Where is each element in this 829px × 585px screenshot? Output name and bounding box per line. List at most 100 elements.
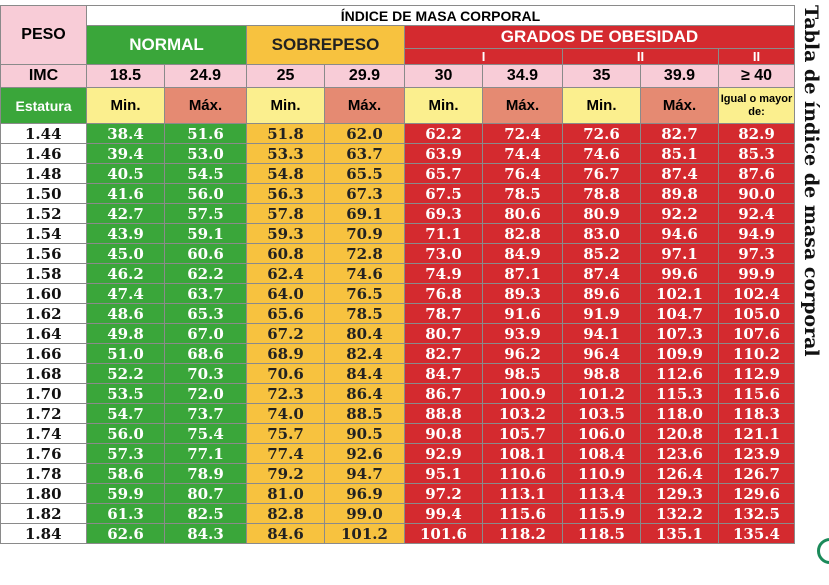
weight-cell: 132.5 — [718, 503, 795, 524]
weight-cell: 89.3 — [482, 283, 563, 304]
imc-value: 34.9 — [482, 64, 563, 88]
weight-cell: 94.1 — [562, 323, 641, 344]
weight-cell: 71.1 — [404, 223, 483, 244]
min-header: Min. — [404, 87, 483, 124]
table-row: 1.46 39.4 53.0 53.3 63.7 63.9 74.4 74.6 85.1 85.3 — [0, 143, 795, 164]
normal-header: NORMAL — [86, 25, 247, 65]
weight-cell: 77.4 — [246, 443, 325, 464]
table-row: 1.60 47.4 63.7 64.0 76.5 76.8 89.3 89.6 102.1 102… — [0, 283, 795, 304]
weight-cell: 56.0 — [86, 423, 165, 444]
weight-cell: 91.9 — [562, 303, 641, 324]
weight-cell: 94.9 — [718, 223, 795, 244]
weight-cell: 73.7 — [164, 403, 247, 424]
table-row: 1.78 58.6 78.9 79.2 94.7 95.1 110.6 110.9 126.4 1… — [0, 463, 795, 484]
weight-cell: 77.1 — [164, 443, 247, 464]
estatura-cell: 1.68 — [0, 363, 87, 384]
weight-cell: 62.0 — [324, 123, 405, 144]
weight-cell: 121.1 — [718, 423, 795, 444]
weight-cell: 61.3 — [86, 503, 165, 524]
weight-cell: 82.9 — [718, 123, 795, 144]
weight-cell: 64.0 — [246, 283, 325, 304]
weight-cell: 67.0 — [164, 323, 247, 344]
weight-cell: 40.5 — [86, 163, 165, 184]
weight-cell: 58.6 — [86, 463, 165, 484]
weight-cell: 73.0 — [404, 243, 483, 264]
weight-cell: 118.0 — [640, 403, 719, 424]
weight-cell: 88.5 — [324, 403, 405, 424]
weight-cell: 51.6 — [164, 123, 247, 144]
weight-cell: 79.2 — [246, 463, 325, 484]
weight-cell: 118.2 — [482, 523, 563, 544]
weight-cell: 82.8 — [482, 223, 563, 244]
min-header: Min. — [246, 87, 325, 124]
weight-cell: 91.6 — [482, 303, 563, 324]
weight-cell: 105.7 — [482, 423, 563, 444]
weight-cell: 69.1 — [324, 203, 405, 224]
table-row: 1.64 49.8 67.0 67.2 80.4 80.7 93.9 94.1 107.3 107… — [0, 323, 795, 344]
weight-cell: 96.4 — [562, 343, 641, 364]
estatura-cell: 1.80 — [0, 483, 87, 504]
table-row: 1.48 40.5 54.5 54.8 65.5 65.7 76.4 76.7 87.4 87.6 — [0, 163, 795, 184]
table-row: 1.44 38.4 51.6 51.8 62.0 62.2 72.4 72.6 82.7 82.9 — [0, 123, 795, 144]
weight-cell: 67.2 — [246, 323, 325, 344]
weight-cell: 53.0 — [164, 143, 247, 164]
weight-cell: 72.0 — [164, 383, 247, 404]
estatura-cell: 1.76 — [0, 443, 87, 464]
bmi-table: PESO ÍNDICE DE MASA CORPORAL NORMAL SOBR… — [0, 5, 795, 544]
weight-cell: 70.3 — [164, 363, 247, 384]
weight-cell: 78.7 — [404, 303, 483, 324]
imc-label: IMC — [0, 64, 87, 88]
weight-cell: 72.6 — [562, 123, 641, 144]
weight-cell: 65.3 — [164, 303, 247, 324]
weight-cell: 129.3 — [640, 483, 719, 504]
logo-icon — [817, 538, 829, 564]
weight-cell: 94.6 — [640, 223, 719, 244]
weight-cell: 82.4 — [324, 343, 405, 364]
table-row: 1.50 41.6 56.0 56.3 67.3 67.5 78.5 78.8 89.8 90.0 — [0, 183, 795, 204]
weight-cell: 115.6 — [718, 383, 795, 404]
weight-cell: 75.7 — [246, 423, 325, 444]
weight-cell: 92.6 — [324, 443, 405, 464]
estatura-header: Estatura — [0, 87, 87, 124]
weight-cell: 56.3 — [246, 183, 325, 204]
weight-cell: 101.2 — [324, 523, 405, 544]
weight-cell: 110.6 — [482, 463, 563, 484]
weight-cell: 76.5 — [324, 283, 405, 304]
weight-cell: 92.9 — [404, 443, 483, 464]
estatura-cell: 1.78 — [0, 463, 87, 484]
weight-cell: 103.5 — [562, 403, 641, 424]
weight-cell: 115.9 — [562, 503, 641, 524]
weight-cell: 74.6 — [324, 263, 405, 284]
weight-cell: 49.8 — [86, 323, 165, 344]
weight-cell: 109.9 — [640, 343, 719, 364]
weight-cell: 82.5 — [164, 503, 247, 524]
estatura-cell: 1.46 — [0, 143, 87, 164]
weight-cell: 80.4 — [324, 323, 405, 344]
table-row: 1.58 46.2 62.2 62.4 74.6 74.9 87.1 87.4 99.6 99.9 — [0, 263, 795, 284]
imc-value: ≥ 40 — [718, 64, 795, 88]
weight-cell: 63.9 — [404, 143, 483, 164]
weight-cell: 97.3 — [718, 243, 795, 264]
weight-cell: 129.6 — [718, 483, 795, 504]
weight-cell: 67.5 — [404, 183, 483, 204]
estatura-cell: 1.58 — [0, 263, 87, 284]
table-row: 1.80 59.9 80.7 81.0 96.9 97.2 113.1 113.4 129.3 1… — [0, 483, 795, 504]
weight-cell: 65.6 — [246, 303, 325, 324]
weight-cell: 104.7 — [640, 303, 719, 324]
imc-value: 24.9 — [164, 64, 247, 88]
weight-cell: 115.3 — [640, 383, 719, 404]
table-row: 1.72 54.7 73.7 74.0 88.5 88.8 103.2 103.5 118.0 1… — [0, 403, 795, 424]
weight-cell: 60.8 — [246, 243, 325, 264]
weight-cell: 72.4 — [482, 123, 563, 144]
weight-cell: 53.3 — [246, 143, 325, 164]
weight-cell: 80.7 — [164, 483, 247, 504]
weight-cell: 92.4 — [718, 203, 795, 224]
min-header: Min. — [86, 87, 165, 124]
weight-cell: 110.2 — [718, 343, 795, 364]
weight-cell: 115.6 — [482, 503, 563, 524]
estatura-cell: 1.64 — [0, 323, 87, 344]
weight-cell: 135.1 — [640, 523, 719, 544]
weight-cell: 42.7 — [86, 203, 165, 224]
estatura-cell: 1.54 — [0, 223, 87, 244]
